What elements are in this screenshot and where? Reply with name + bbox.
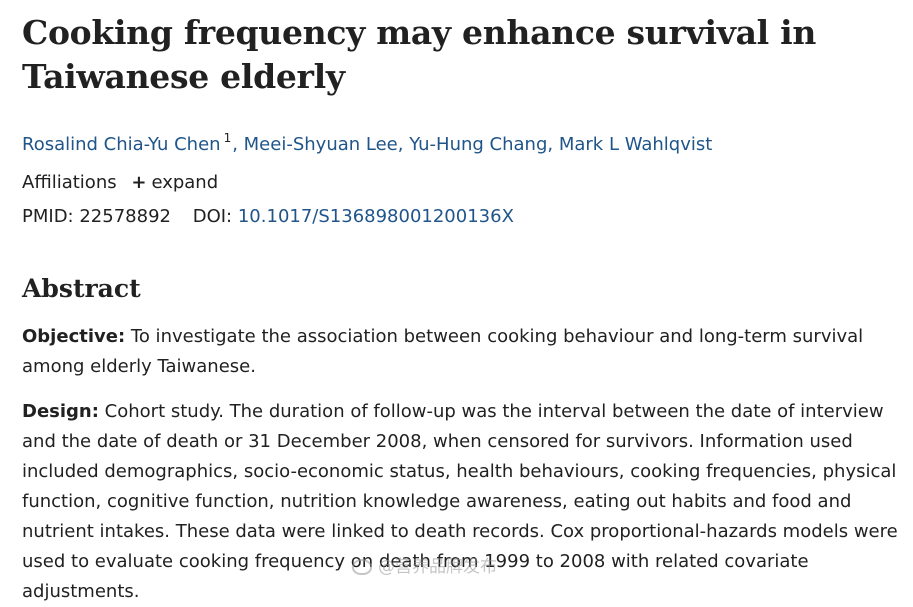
objective-text: To investigate the association between c… [22,326,864,377]
doi-link[interactable]: 10.1017/S136898001200136X [237,206,514,227]
pmid-value: 22578892 [79,206,171,227]
article-identifiers: PMID: 22578892 DOI: 10.1017/S13689800120… [22,204,514,230]
pmid-label: PMID: [22,206,74,227]
expand-label: expand [151,172,219,193]
plus-icon: + [131,172,147,193]
design-label: Design: [22,401,99,422]
author-separator: , [232,134,244,155]
author-link-2[interactable]: Meei-Shyuan Lee [243,134,398,155]
author-list: Rosalind Chia-Yu Chen 1, Meei-Shyuan Lee,… [22,124,902,159]
affiliations-label: Affiliations [22,172,117,193]
weibo-icon [352,559,372,575]
author-link-3[interactable]: Yu-Hung Chang [409,134,548,155]
author-separator: , [397,134,410,155]
watermark: @营养品牌发布 [352,556,497,578]
author-link-4[interactable]: Mark L Wahlqvist [558,134,713,155]
abstract-heading: Abstract [22,274,141,303]
affiliations-expand-button[interactable]: + expand [131,172,218,193]
affiliations-row: Affiliations + expand [22,170,218,196]
author-link-1[interactable]: Rosalind Chia-Yu Chen [22,134,221,155]
objective-label: Objective: [22,326,126,347]
affiliation-superscript[interactable]: 1 [223,131,232,145]
doi-label: DOI: [192,206,233,227]
abstract-objective: Objective: To investigate the associatio… [22,322,906,382]
article-title: Cooking frequency may enhance survival i… [22,13,817,96]
watermark-text: @营养品牌发布 [378,557,497,577]
author-separator: , [547,134,559,155]
